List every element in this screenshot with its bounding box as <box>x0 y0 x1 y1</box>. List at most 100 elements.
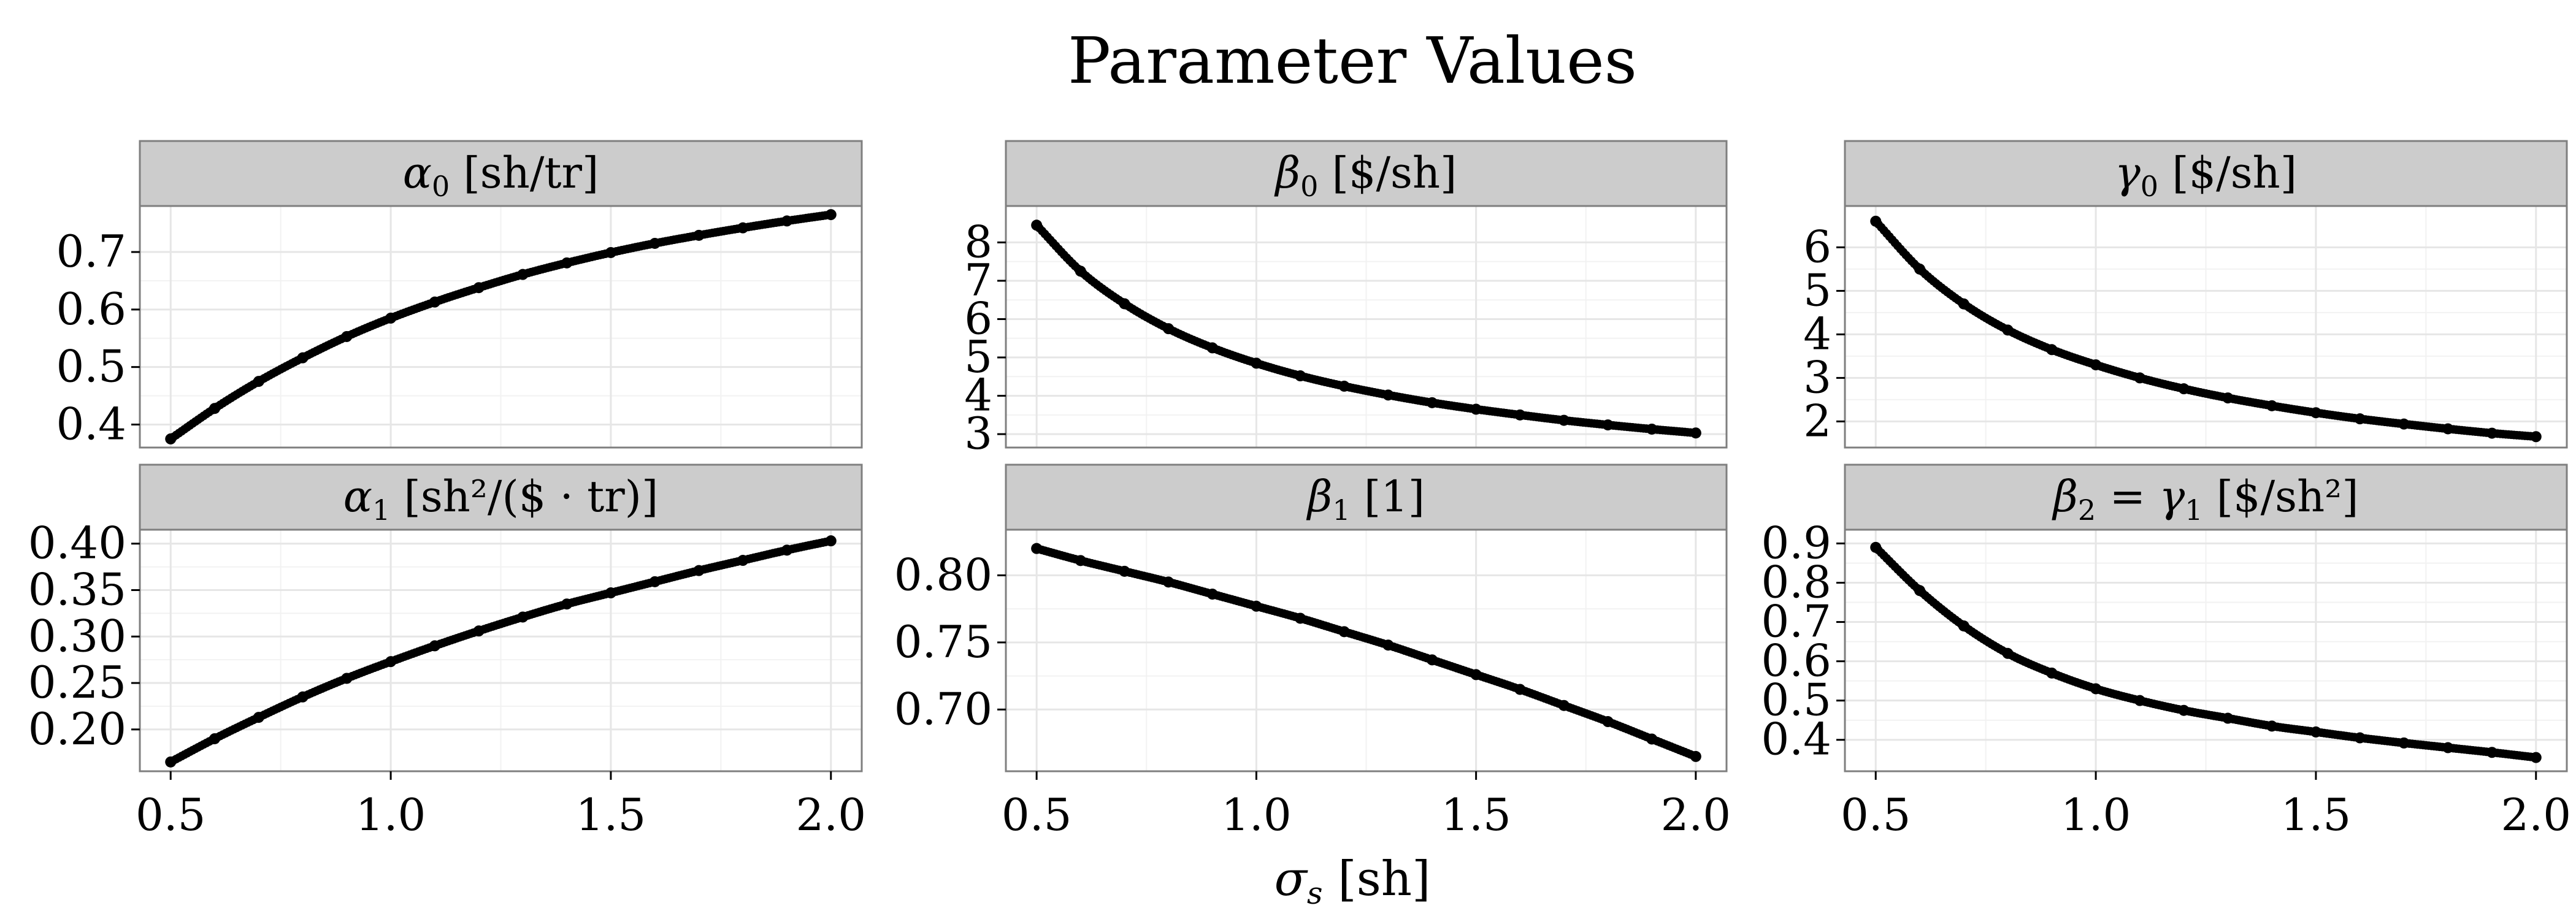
data-point-alpha0-8 <box>517 269 529 280</box>
data-point-beta1-1 <box>1075 555 1086 566</box>
y-tick-label: 0.5 <box>1761 674 1831 726</box>
panel-alpha0: α0 [sh/tr] 0.4 0.5 0.6 0.7 <box>56 140 863 449</box>
data-point-beta0-9 <box>1426 397 1438 408</box>
x-tick-label: 1.0 <box>356 789 426 841</box>
data-point-alpha1-11 <box>649 576 661 587</box>
chart-title: Parameter Values <box>1068 23 1637 98</box>
data-point-beta0-12 <box>1558 414 1570 426</box>
data-point-beta1-10 <box>1470 669 1482 681</box>
data-point-beta2gamma1-12 <box>2398 737 2410 749</box>
data-point-beta0-15 <box>1690 427 1701 439</box>
data-point-beta1-11 <box>1514 684 1526 695</box>
x-tick-label: 2.0 <box>796 789 867 841</box>
data-point-beta2gamma1-4 <box>2046 667 2058 679</box>
data-point-gamma0-11 <box>2354 413 2366 425</box>
data-point-beta0-1 <box>1075 265 1086 277</box>
y-tick-label: 3 <box>1803 351 1831 403</box>
data-point-beta2gamma1-2 <box>1958 620 1969 631</box>
data-point-gamma0-10 <box>2310 407 2321 419</box>
data-point-beta0-2 <box>1119 298 1130 310</box>
y-tick-label: 0.25 <box>28 657 126 708</box>
y-tick-label: 6 <box>964 292 992 344</box>
data-point-alpha0-5 <box>385 312 397 324</box>
y-tick-label: 0.4 <box>56 398 126 449</box>
x-tick-label: 1.5 <box>1441 789 1511 841</box>
data-point-alpha0-6 <box>429 296 440 308</box>
data-point-alpha0-15 <box>825 209 837 221</box>
strip-label-alpha0: α0 [sh/tr] <box>403 148 599 203</box>
data-point-alpha1-6 <box>429 640 440 652</box>
y-tick-label: 0.20 <box>28 703 126 755</box>
data-point-gamma0-15 <box>2530 431 2542 443</box>
data-point-beta0-14 <box>1646 423 1658 435</box>
data-point-alpha0-1 <box>209 403 221 414</box>
data-point-beta0-8 <box>1382 389 1394 401</box>
data-point-alpha0-9 <box>561 257 573 269</box>
data-point-beta1-4 <box>1206 589 1218 600</box>
plot-border-alpha0 <box>139 205 863 449</box>
data-point-alpha0-0 <box>165 433 177 444</box>
data-point-beta0-3 <box>1163 323 1175 335</box>
data-point-beta1-3 <box>1163 576 1175 588</box>
x-tick-label: 0.5 <box>1002 789 1072 841</box>
x-tick-label: 0.5 <box>136 789 206 841</box>
panel-beta2gamma1: β2 = γ1 [$/sh²]0.40.50.60.70.80.90.5 1.0 1… <box>1761 463 2572 841</box>
data-point-beta1-0 <box>1031 543 1043 554</box>
strip-alpha0 <box>139 140 863 207</box>
y-tick-label: 4 <box>964 370 992 421</box>
x-tick-label: 0.5 <box>1841 789 1911 841</box>
y-tick-label: 0.5 <box>56 341 126 392</box>
data-point-beta0-11 <box>1514 409 1526 421</box>
x-tick-label: 1.0 <box>1221 789 1292 841</box>
data-point-beta2gamma1-7 <box>2178 704 2190 716</box>
data-point-beta2gamma1-9 <box>2266 720 2278 732</box>
y-tick-label: 6 <box>1803 221 1831 272</box>
data-point-alpha1-9 <box>561 598 573 610</box>
data-point-alpha1-0 <box>165 756 177 768</box>
data-point-beta2gamma1-14 <box>2486 747 2497 758</box>
data-point-alpha0-4 <box>341 330 353 342</box>
x-tick-label: 1.5 <box>2281 789 2352 841</box>
data-point-beta0-10 <box>1470 403 1482 415</box>
data-point-alpha1-3 <box>297 691 309 703</box>
y-tick-label: 0.4 <box>1761 714 1831 765</box>
data-point-gamma0-14 <box>2486 427 2497 439</box>
x-tick-label: 2.0 <box>2501 789 2572 841</box>
data-point-beta1-7 <box>1338 626 1350 638</box>
data-point-gamma0-5 <box>2090 359 2102 371</box>
data-point-alpha1-7 <box>473 625 485 637</box>
series-points-beta2gamma1 <box>1871 543 2540 762</box>
y-tick-label: 3 <box>964 408 992 459</box>
data-point-gamma0-2 <box>1958 298 1969 310</box>
data-point-beta2gamma1-5 <box>2090 683 2102 695</box>
strip-label-gamma0: γ0 [$/sh] <box>2115 148 2297 203</box>
panel-alpha1: α1 [sh²/($ · tr)] 0.200.250.300.350.40 0.5… <box>28 463 867 841</box>
data-point-alpha0-3 <box>297 352 309 364</box>
strip-label-beta0: β0 [$/sh] <box>1274 148 1457 203</box>
y-tick-label: 7 <box>964 254 992 306</box>
data-point-alpha1-12 <box>693 565 705 576</box>
y-tick-label: 0.6 <box>1761 635 1831 687</box>
y-tick-label: 0.30 <box>28 610 126 662</box>
data-point-beta0-13 <box>1602 419 1614 431</box>
data-point-beta1-15 <box>1690 750 1701 762</box>
strip-alpha1 <box>139 463 863 531</box>
data-point-beta2gamma1-13 <box>2442 742 2454 753</box>
y-tick-label: 0.6 <box>56 283 126 335</box>
data-point-beta2gamma1-8 <box>2222 712 2234 724</box>
y-tick-label: 5 <box>964 331 992 383</box>
x-tick-label: 2.0 <box>1661 789 1731 841</box>
data-point-beta1-14 <box>1646 733 1658 745</box>
data-point-beta1-13 <box>1602 716 1614 728</box>
data-point-beta0-0 <box>1031 219 1043 231</box>
data-point-gamma0-8 <box>2222 392 2234 404</box>
plot-border-beta1 <box>1005 528 1728 772</box>
data-point-beta0-4 <box>1206 342 1218 354</box>
data-point-alpha1-15 <box>825 535 837 547</box>
data-point-alpha0-2 <box>253 376 264 387</box>
strip-beta2gamma1 <box>1844 463 2568 531</box>
y-tick-label: 5 <box>1803 264 1831 316</box>
y-tick-label: 0.7 <box>1761 596 1831 647</box>
data-point-beta0-5 <box>1251 357 1262 369</box>
